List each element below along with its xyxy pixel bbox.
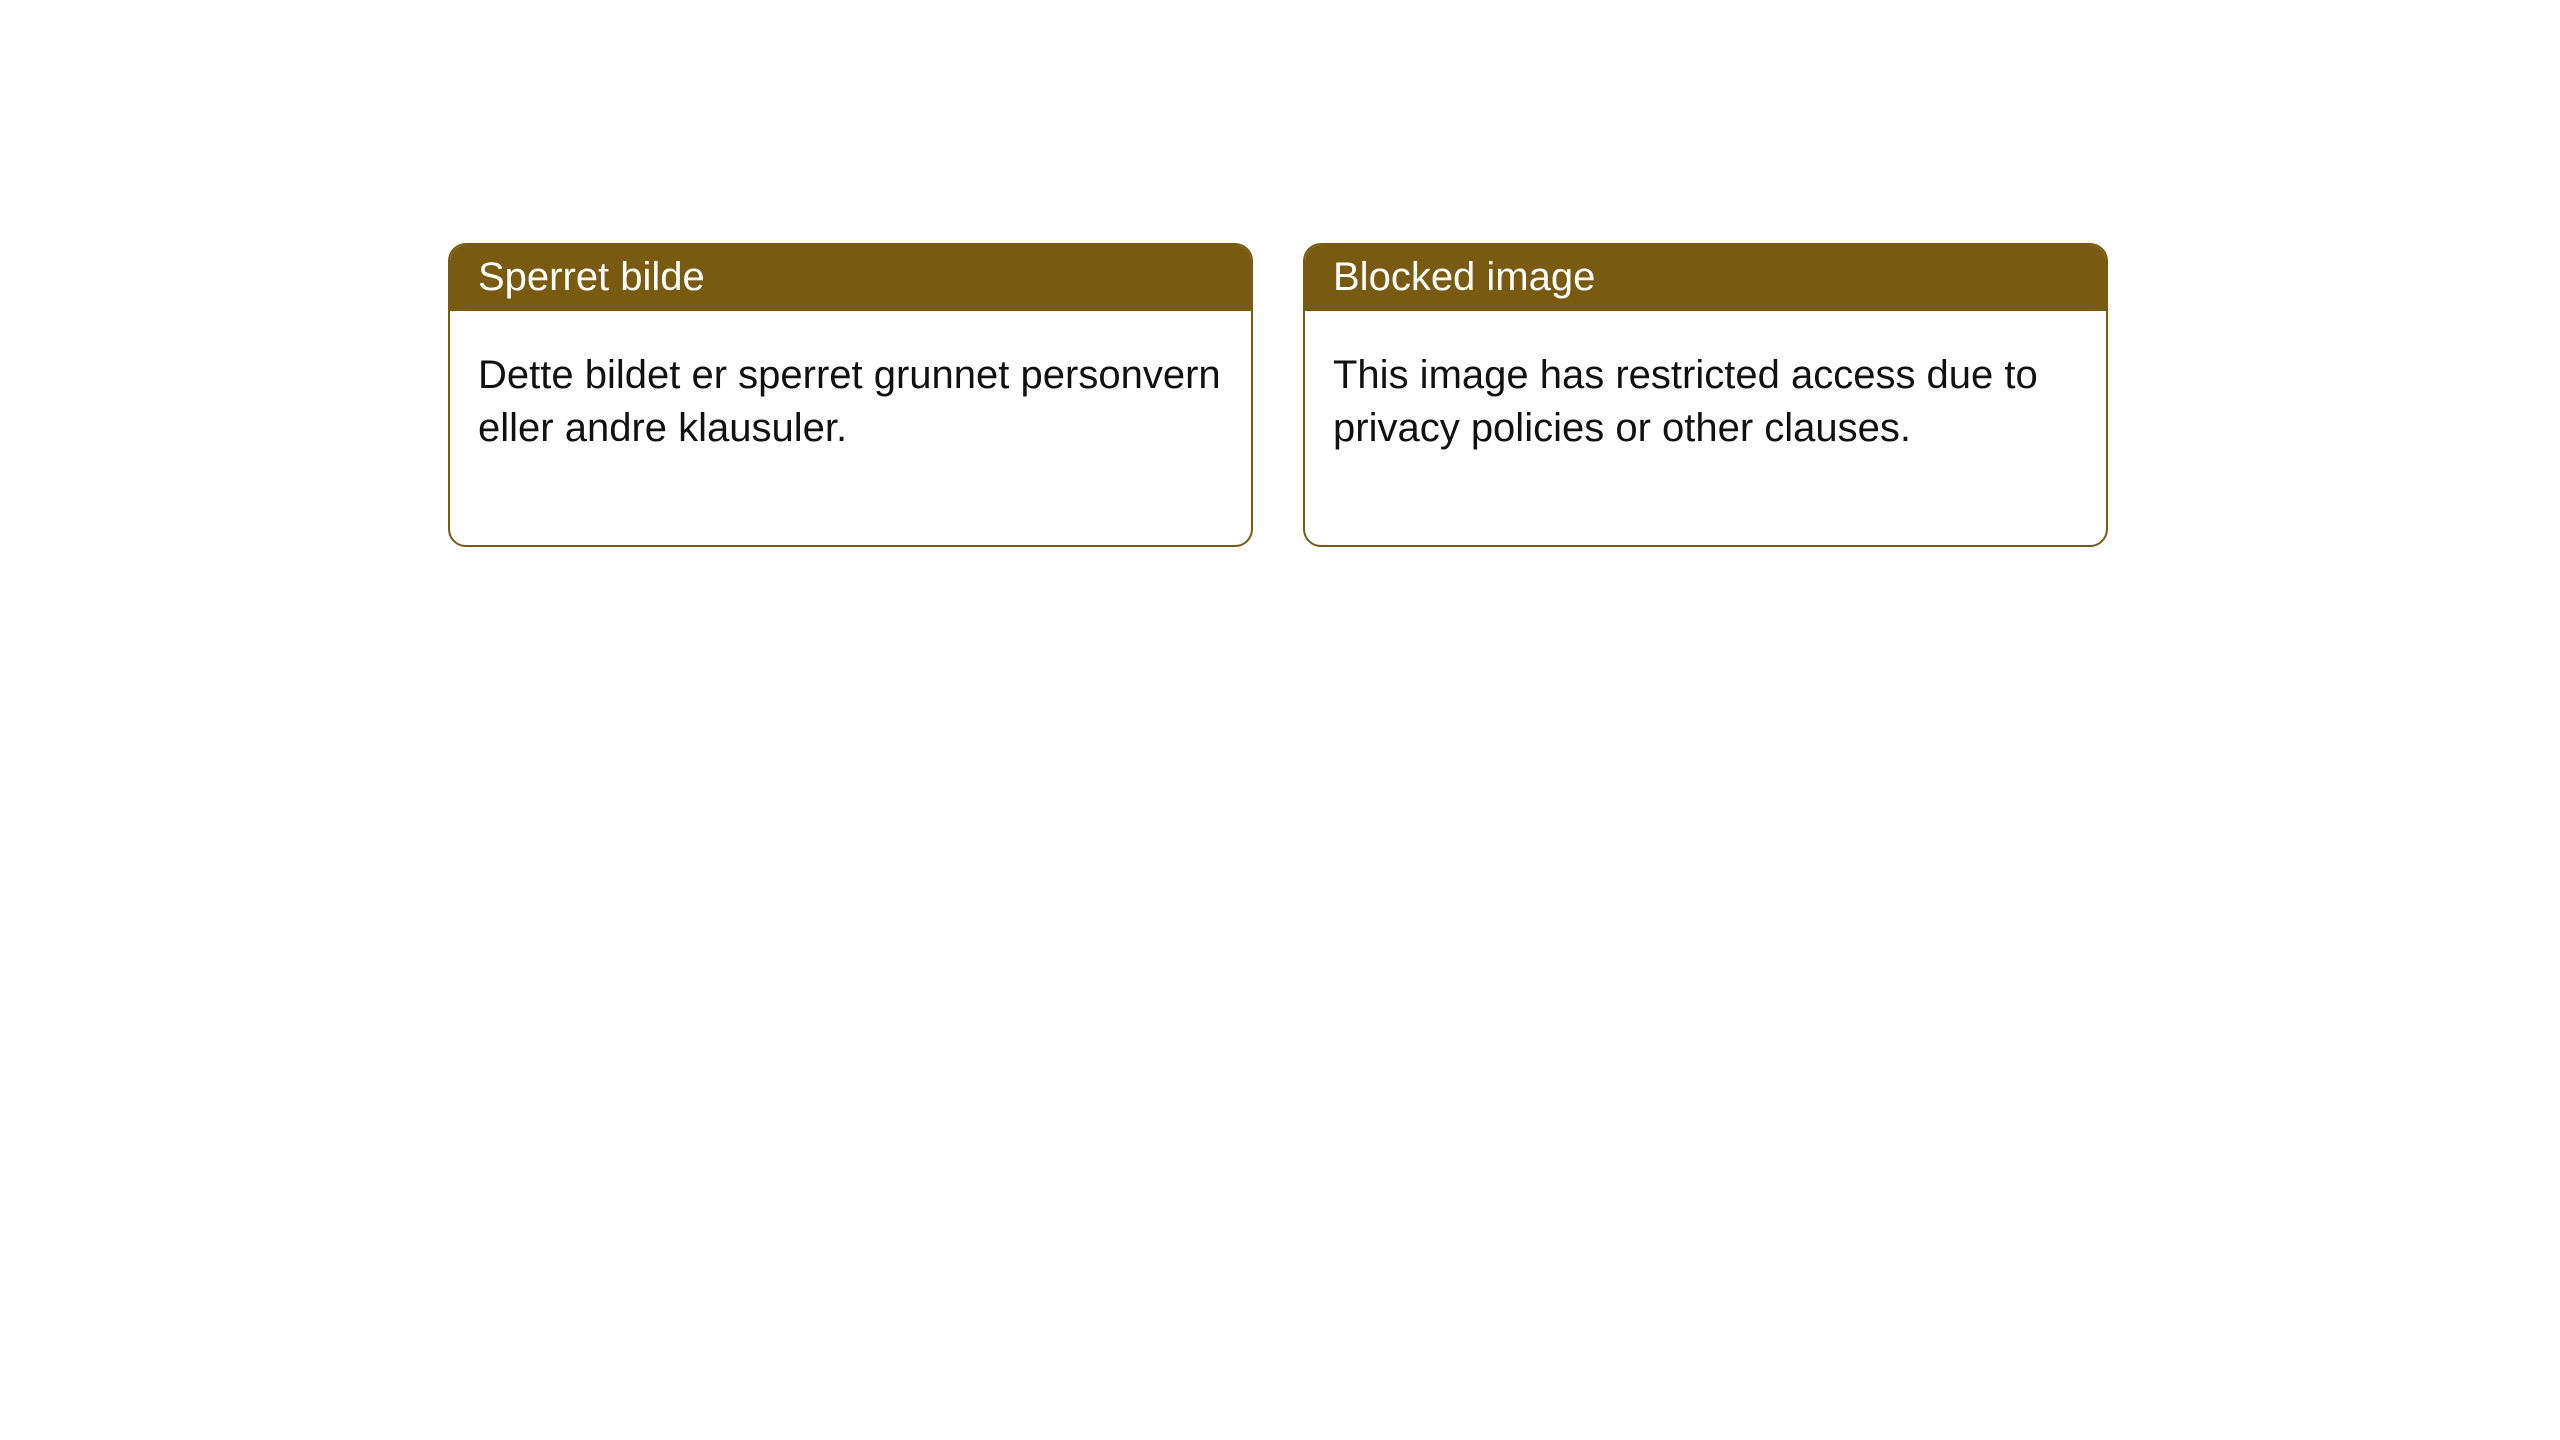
blocked-image-card-norwegian: Sperret bilde Dette bildet er sperret gr… — [448, 243, 1253, 547]
blocked-image-card-english: Blocked image This image has restricted … — [1303, 243, 2108, 547]
card-title-norwegian: Sperret bilde — [450, 245, 1251, 311]
card-title-english: Blocked image — [1305, 245, 2106, 311]
card-body-norwegian: Dette bildet er sperret grunnet personve… — [450, 311, 1251, 545]
card-body-english: This image has restricted access due to … — [1305, 311, 2106, 545]
notice-container: Sperret bilde Dette bildet er sperret gr… — [0, 0, 2560, 547]
